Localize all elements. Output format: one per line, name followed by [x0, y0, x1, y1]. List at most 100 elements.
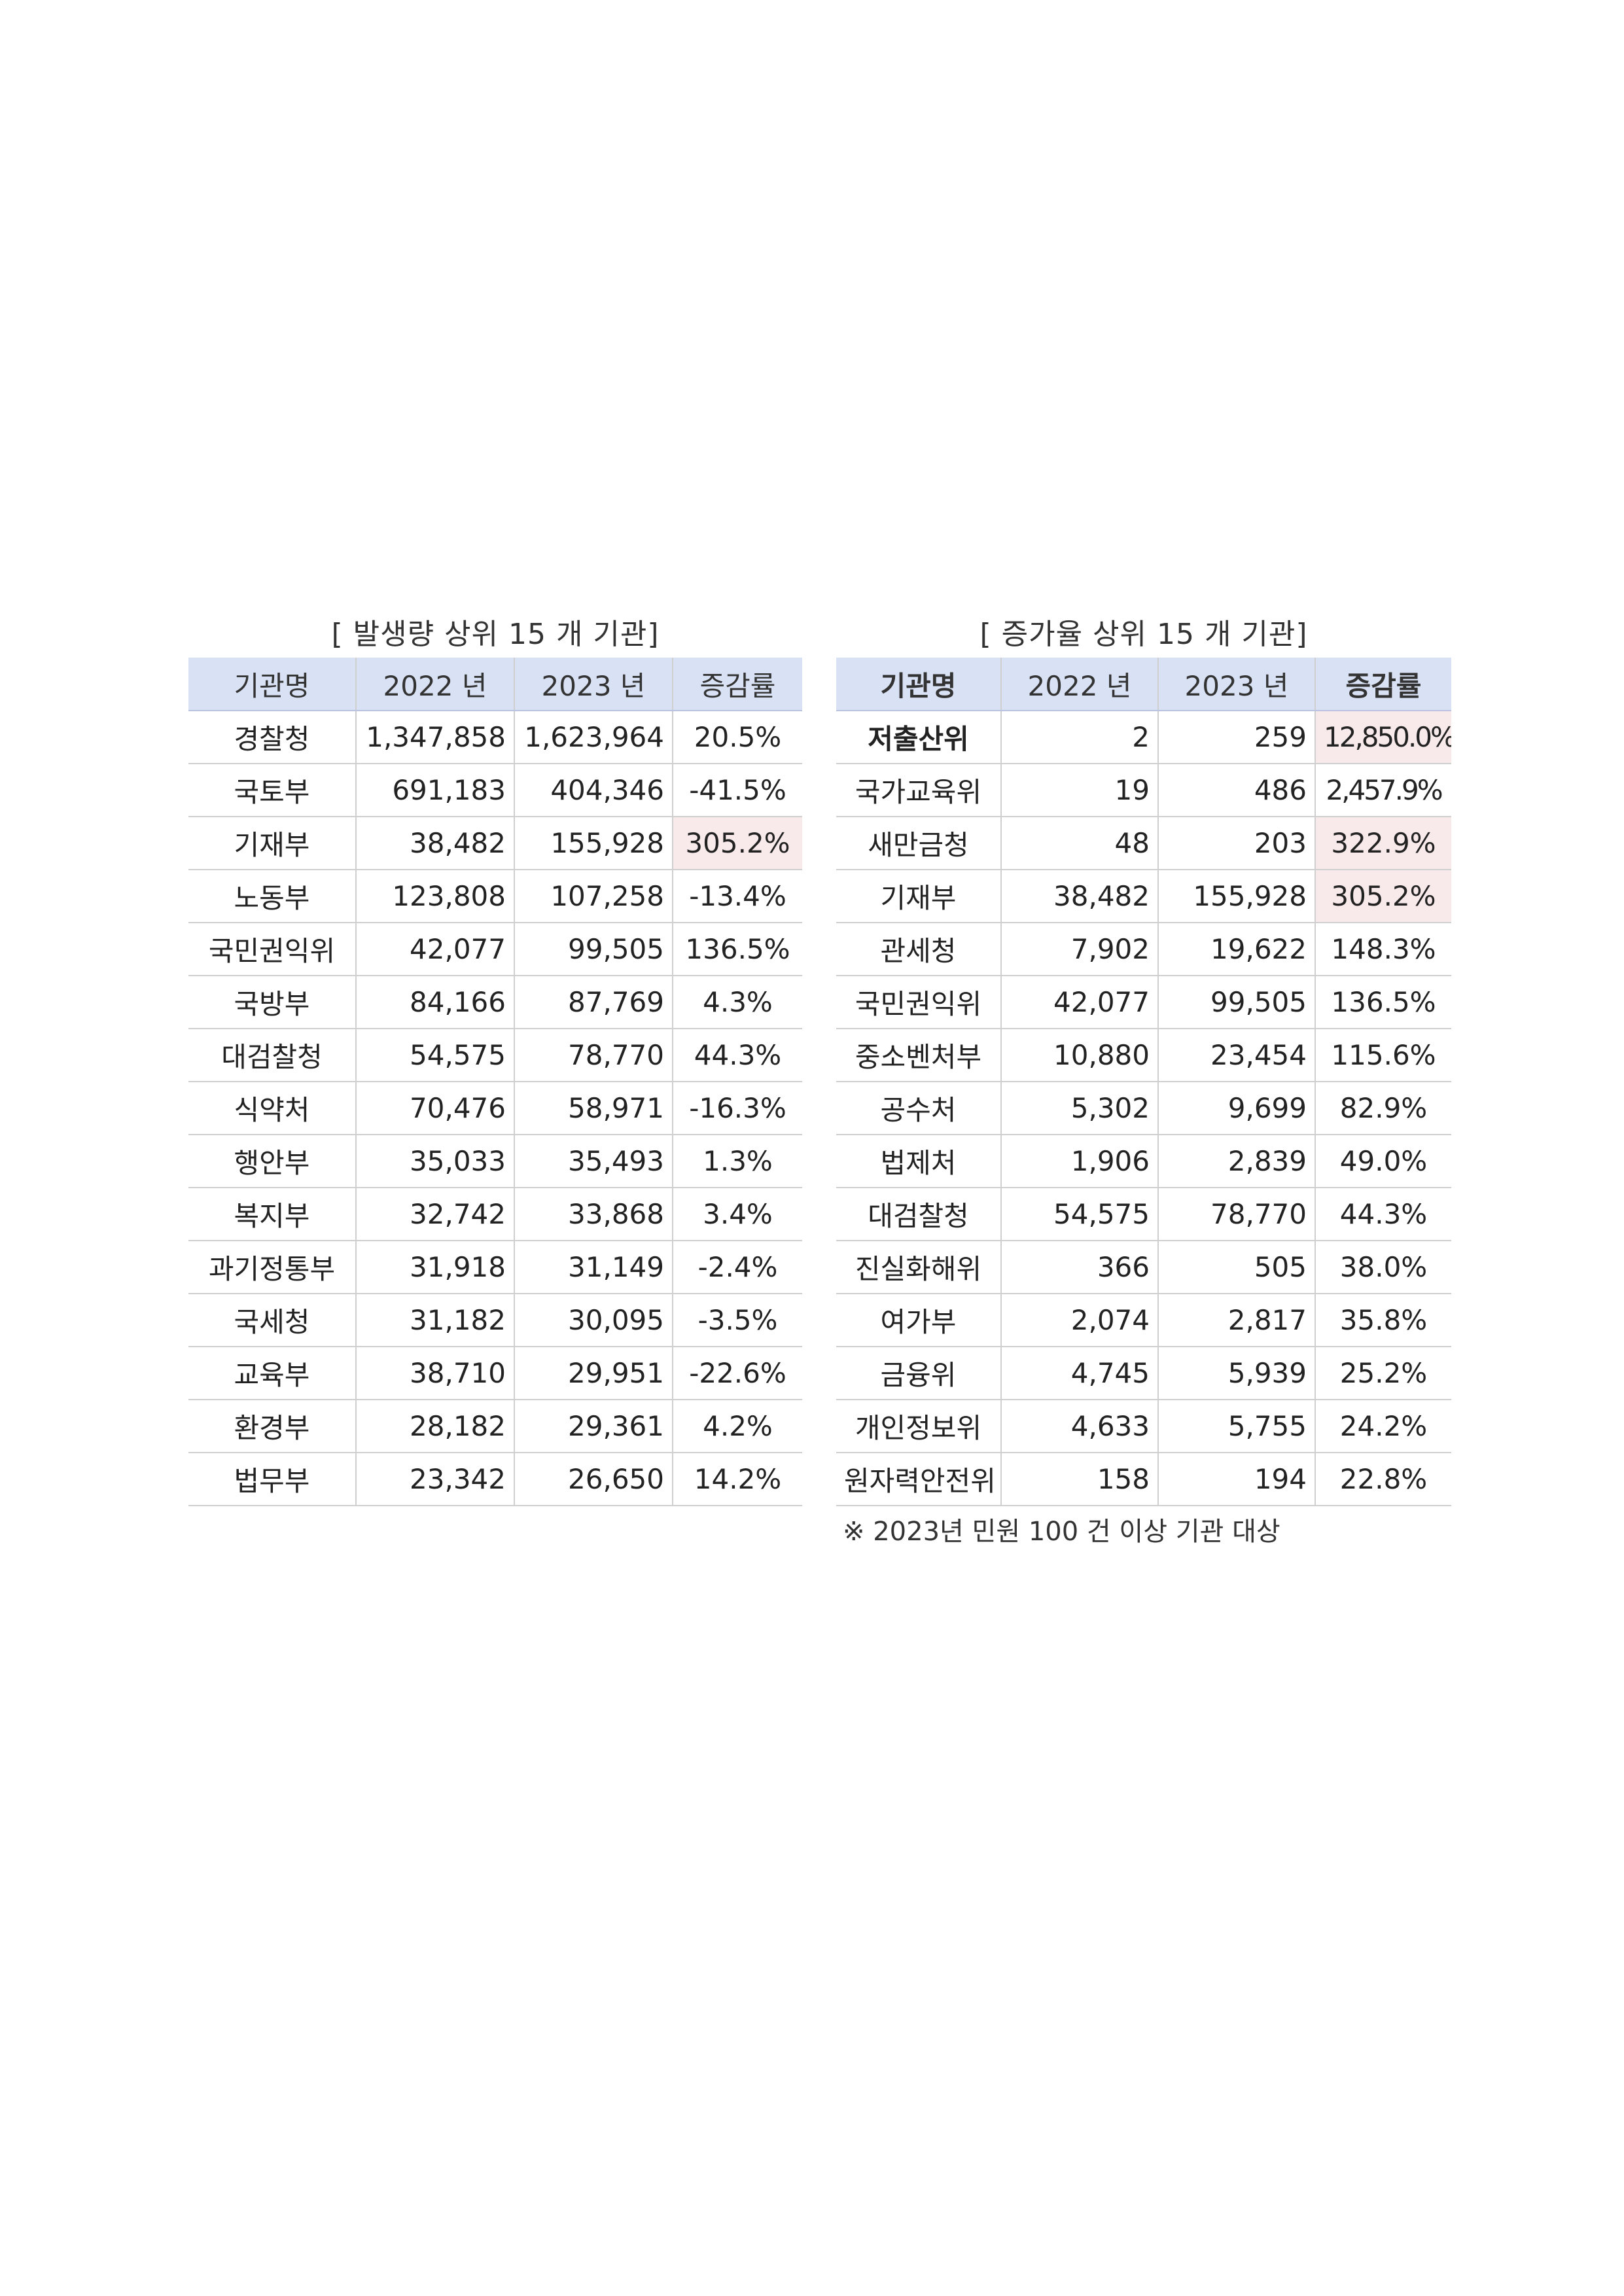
top15-volume-section: [ 발생량 상위 15 개 기관] 기관명 2022 년 2023 년 증감률 …: [188, 612, 802, 1506]
change-rate: 38.0%: [1315, 1240, 1451, 1294]
value-2022: 70,476: [355, 1081, 514, 1135]
value-2022: 42,077: [1000, 975, 1158, 1029]
value-2023: 155,928: [1157, 869, 1315, 923]
agency-name: 국가교육위: [836, 763, 1001, 817]
table-row: 국세청 31,182 30,095 -3.5%: [188, 1293, 802, 1347]
value-2023: 155,928: [514, 816, 673, 870]
change-rate: 22.8%: [1315, 1452, 1451, 1506]
column-header-2022: 2022 년: [1000, 658, 1158, 711]
table-row: 법무부 23,342 26,650 14.2%: [188, 1452, 802, 1506]
table-row: 새만금청 48 203 322.9%: [836, 816, 1451, 870]
agency-name: 법제처: [836, 1134, 1001, 1188]
column-header-2023: 2023 년: [1157, 658, 1315, 711]
agency-name: 식약처: [188, 1081, 356, 1135]
value-2023: 404,346: [514, 763, 673, 817]
change-rate: 136.5%: [1315, 975, 1451, 1029]
value-2022: 1,906: [1000, 1134, 1158, 1188]
agency-name: 대검찰청: [188, 1028, 356, 1082]
value-2023: 87,769: [514, 975, 673, 1029]
growth-table-title: [ 증가율 상위 15 개 기관]: [980, 618, 1308, 651]
change-rate: 24.2%: [1315, 1399, 1451, 1453]
value-2023: 203: [1157, 816, 1315, 870]
value-2023: 29,951: [514, 1346, 673, 1400]
table-row: 식약처 70,476 58,971 -16.3%: [188, 1081, 802, 1135]
table-row: 중소벤처부 10,880 23,454 115.6%: [836, 1028, 1451, 1082]
table-row: 국민권익위 42,077 99,505 136.5%: [188, 922, 802, 976]
value-2022: 42,077: [355, 922, 514, 976]
change-rate: 3.4%: [672, 1187, 802, 1241]
value-2023: 1,623,964: [514, 710, 673, 764]
table-row: 관세청 7,902 19,622 148.3%: [836, 922, 1451, 976]
table-row: 경찰청 1,347,858 1,623,964 20.5%: [188, 710, 802, 764]
change-rate: -2.4%: [672, 1240, 802, 1294]
value-2023: 30,095: [514, 1293, 673, 1347]
value-2022: 1,347,858: [355, 710, 514, 764]
value-2022: 7,902: [1000, 922, 1158, 976]
value-2022: 32,742: [355, 1187, 514, 1241]
agency-name: 금융위: [836, 1346, 1001, 1400]
value-2023: 23,454: [1157, 1028, 1315, 1082]
change-rate: 4.2%: [672, 1399, 802, 1453]
footnote: ※ 2023년 민원 100 건 이상 기관 대상: [843, 1517, 1280, 1547]
value-2023: 99,505: [1157, 975, 1315, 1029]
value-2022: 4,633: [1000, 1399, 1158, 1453]
value-2023: 486: [1157, 763, 1315, 817]
table-row: 대검찰청 54,575 78,770 44.3%: [836, 1187, 1451, 1241]
change-rate-highlighted: 305.2%: [672, 816, 802, 870]
agency-name: 노동부: [188, 869, 356, 923]
change-rate: 35.8%: [1315, 1293, 1451, 1347]
change-rate: 25.2%: [1315, 1346, 1451, 1400]
value-2023: 107,258: [514, 869, 673, 923]
change-rate: -41.5%: [672, 763, 802, 817]
change-rate: 136.5%: [672, 922, 802, 976]
value-2023: 259: [1157, 710, 1315, 764]
value-2023: 78,770: [1157, 1187, 1315, 1241]
change-rate: 82.9%: [1315, 1081, 1451, 1135]
volume-table: 기관명 2022 년 2023 년 증감률 경찰청 1,347,858 1,62…: [188, 658, 802, 1506]
table-row: 개인정보위 4,633 5,755 24.2%: [836, 1399, 1451, 1453]
change-rate-highlighted: 305.2%: [1315, 869, 1451, 923]
column-header-2022: 2022 년: [355, 658, 514, 711]
value-2022: 54,575: [355, 1028, 514, 1082]
table-row: 복지부 32,742 33,868 3.4%: [188, 1187, 802, 1241]
change-rate: 20.5%: [672, 710, 802, 764]
value-2023: 505: [1157, 1240, 1315, 1294]
change-rate-highlighted: 322.9%: [1315, 816, 1451, 870]
change-rate: 14.2%: [672, 1452, 802, 1506]
table-header-row: 기관명 2022 년 2023 년 증감률: [188, 658, 802, 711]
value-2023: 2,817: [1157, 1293, 1315, 1347]
column-header-rate: 증감률: [672, 658, 802, 711]
value-2023: 31,149: [514, 1240, 673, 1294]
change-rate: 115.6%: [1315, 1028, 1451, 1082]
agency-name: 새만금청: [836, 816, 1001, 870]
agency-name: 복지부: [188, 1187, 356, 1241]
value-2023: 194: [1157, 1452, 1315, 1506]
value-2023: 19,622: [1157, 922, 1315, 976]
change-rate: -3.5%: [672, 1293, 802, 1347]
growth-table: 기관명 2022 년 2023 년 증감률 저출산위 2 259 12,850.…: [836, 658, 1451, 1506]
agency-name: 저출산위: [836, 710, 1001, 764]
value-2022: 31,182: [355, 1293, 514, 1347]
value-2023: 58,971: [514, 1081, 673, 1135]
table-row: 저출산위 2 259 12,850.0%: [836, 710, 1451, 764]
value-2023: 35,493: [514, 1134, 673, 1188]
agency-name: 원자력안전위: [836, 1452, 1001, 1506]
agency-name: 공수처: [836, 1081, 1001, 1135]
value-2022: 84,166: [355, 975, 514, 1029]
value-2023: 26,650: [514, 1452, 673, 1506]
agency-name: 국세청: [188, 1293, 356, 1347]
agency-name: 경찰청: [188, 710, 356, 764]
value-2022: 28,182: [355, 1399, 514, 1453]
agency-name: 교육부: [188, 1346, 356, 1400]
change-rate: 44.3%: [1315, 1187, 1451, 1241]
table-row: 교육부 38,710 29,951 -22.6%: [188, 1346, 802, 1400]
agency-name: 관세청: [836, 922, 1001, 976]
table-row: 국방부 84,166 87,769 4.3%: [188, 975, 802, 1029]
column-header-2023: 2023 년: [514, 658, 673, 711]
table-row: 대검찰청 54,575 78,770 44.3%: [188, 1028, 802, 1082]
column-header-agency: 기관명: [836, 658, 1001, 711]
value-2022: 31,918: [355, 1240, 514, 1294]
change-rate-highlighted: 12,850.0%: [1315, 710, 1451, 764]
value-2022: 4,745: [1000, 1346, 1158, 1400]
table-row: 공수처 5,302 9,699 82.9%: [836, 1081, 1451, 1135]
